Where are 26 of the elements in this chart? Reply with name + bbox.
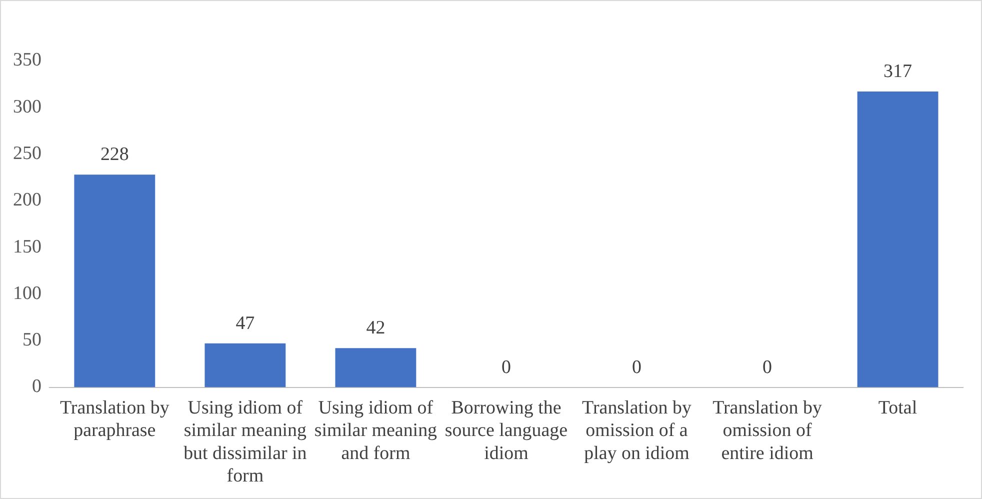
data-label: 47 [236, 312, 255, 334]
x-tick-label: Total [878, 398, 918, 419]
y-tick-label: 200 [12, 190, 42, 211]
y-tick-label: 0 [32, 376, 42, 398]
x-tick-label: Borrowing the source language idiom [444, 398, 568, 464]
data-label: 317 [884, 61, 912, 82]
bar [74, 174, 156, 388]
y-tick-label: 50 [22, 330, 42, 351]
x-tick-label: Translation by omission of entire idiom [712, 398, 822, 464]
y-tick-label: 100 [12, 282, 42, 304]
bar [857, 92, 938, 388]
data-label: 0 [632, 356, 642, 378]
data-label: 228 [100, 144, 129, 166]
bar [335, 348, 416, 388]
data-label: 42 [366, 318, 386, 339]
y-tick-label: 300 [12, 96, 42, 118]
x-tick-label: Translation by omission of a play on idiom [582, 398, 692, 464]
x-tick-label: Using idiom of similar meaning but dissimilar in form [184, 398, 308, 487]
data-label: 0 [501, 356, 511, 378]
y-tick-label: 150 [12, 236, 42, 258]
x-tick-label: Translation by paraphrase [60, 398, 170, 442]
x-tick-label: Using idiom of similar meaning and form [314, 398, 438, 464]
y-tick-label: 350 [12, 50, 42, 71]
y-tick-label: 250 [12, 143, 42, 164]
data-label: 0 [762, 356, 772, 378]
bar [204, 343, 286, 388]
